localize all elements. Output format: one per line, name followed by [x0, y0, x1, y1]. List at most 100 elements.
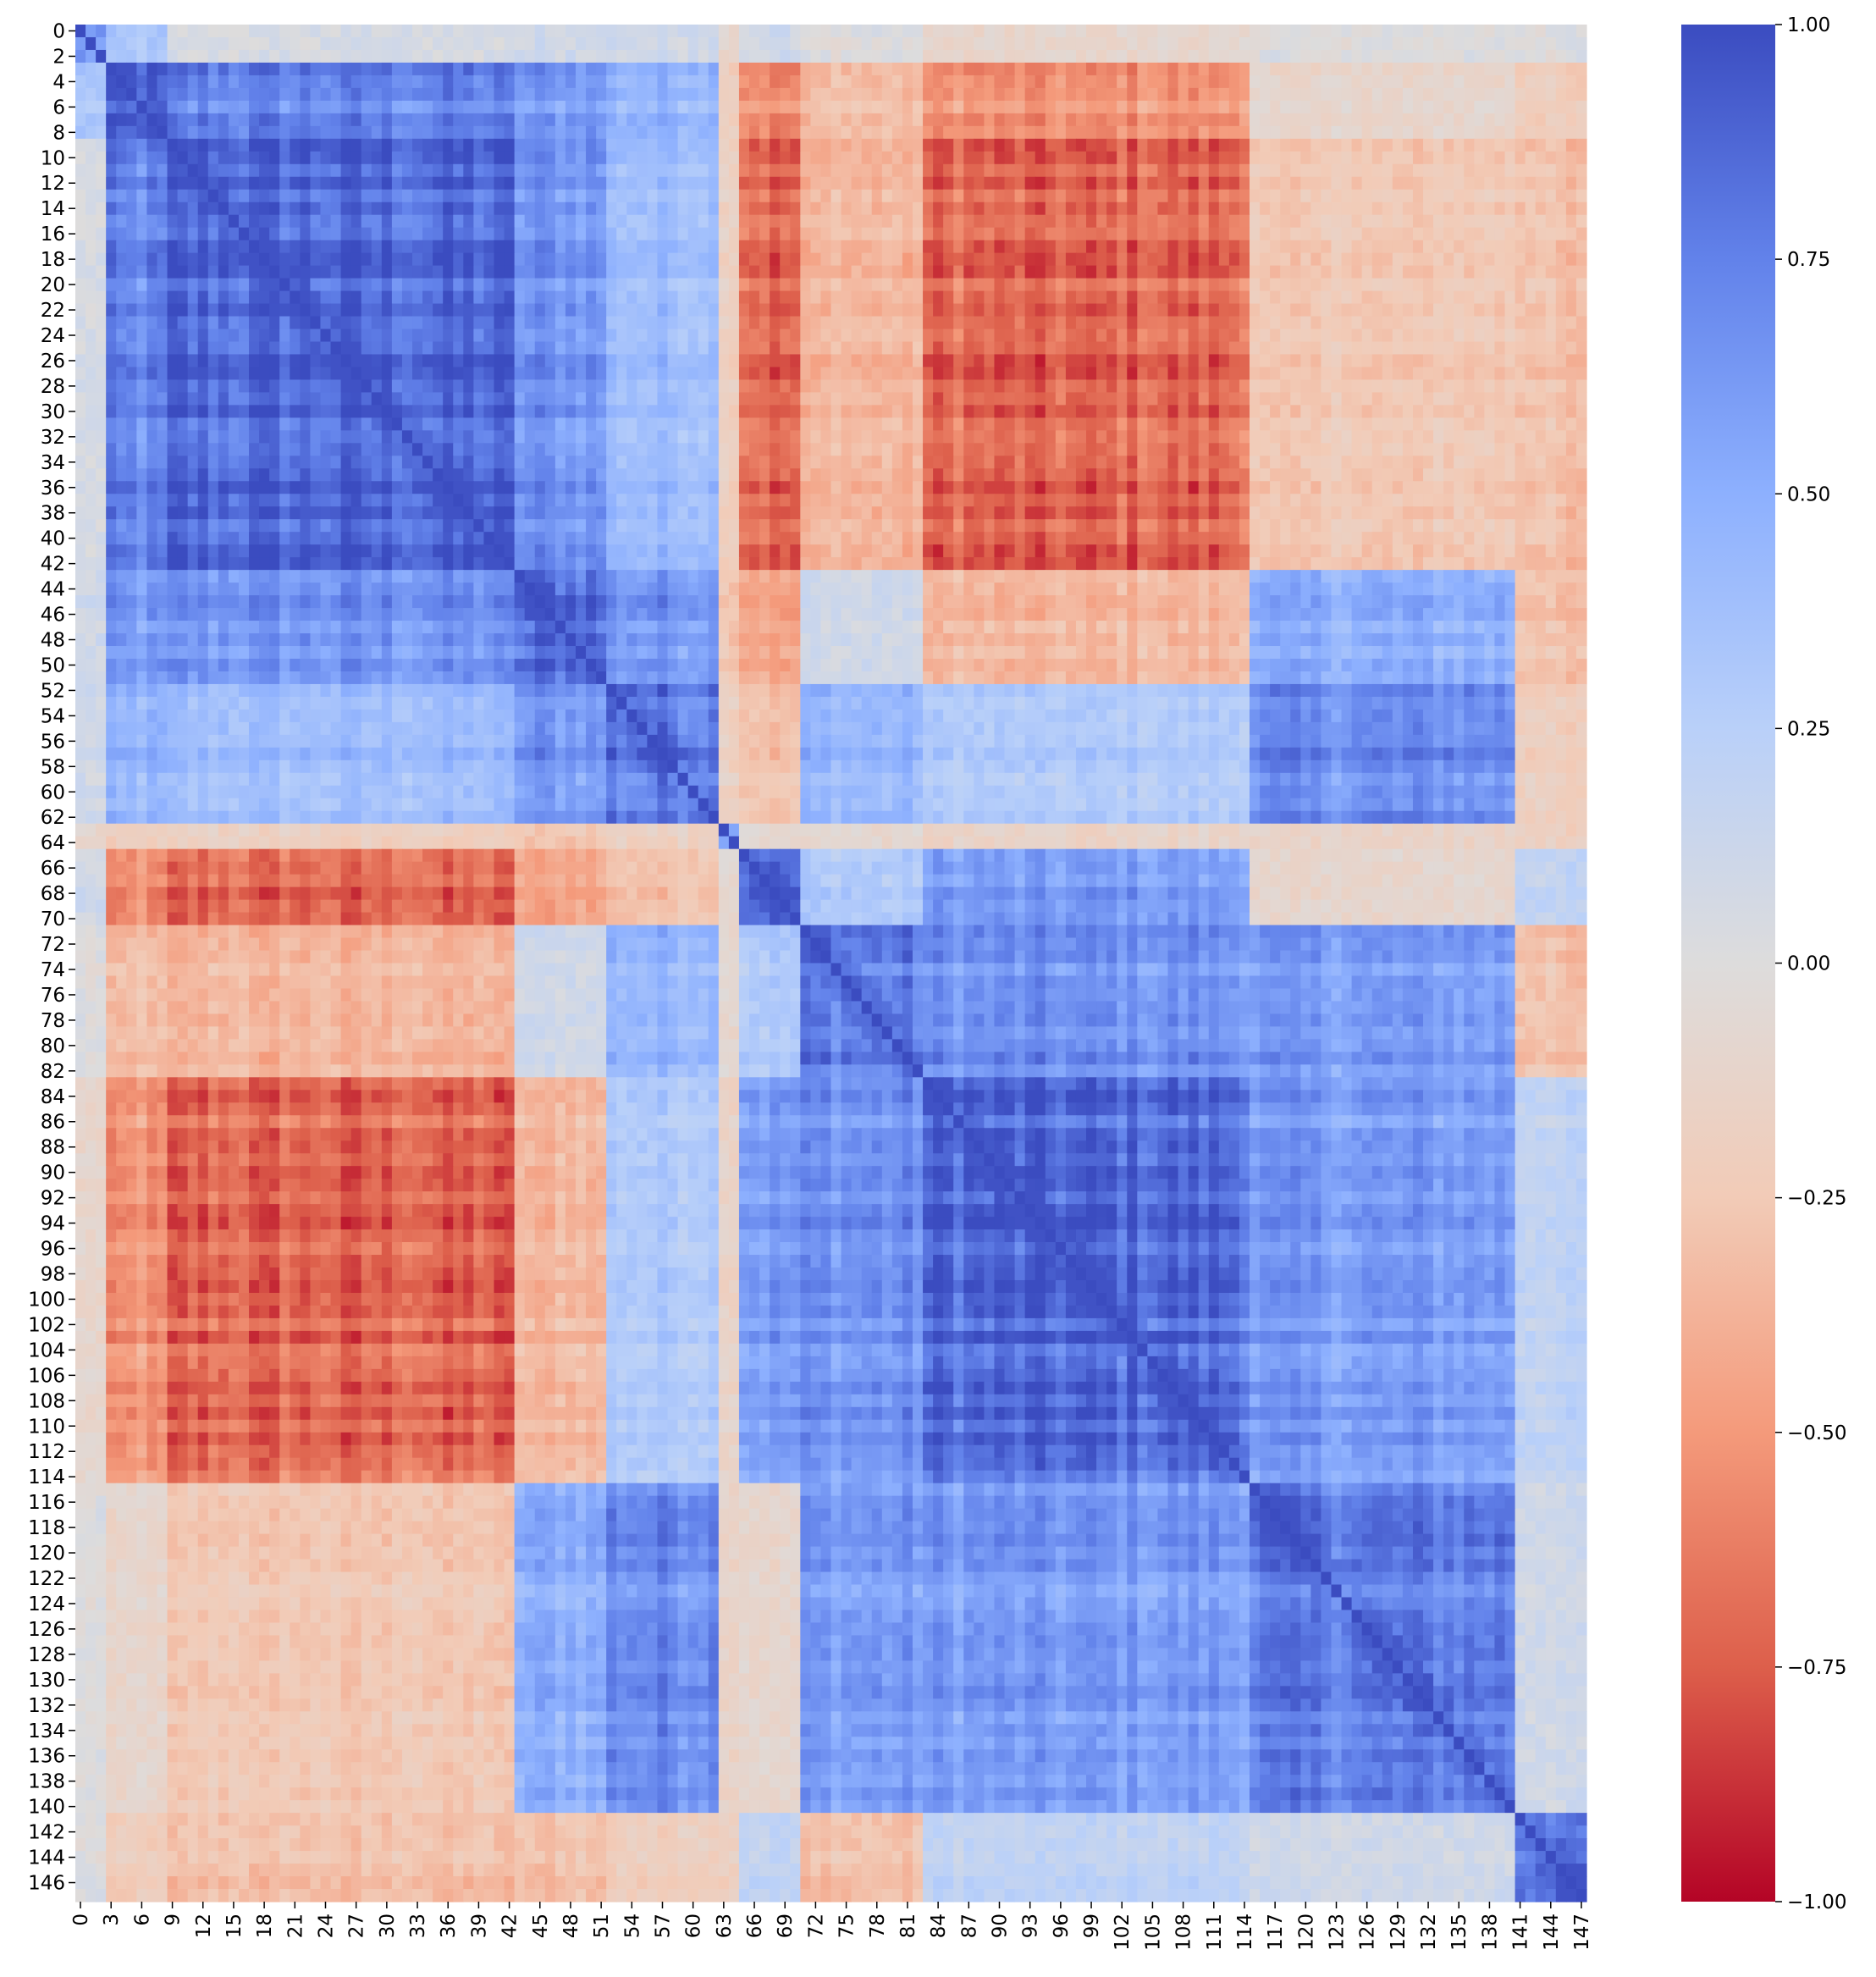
heatmap-cell — [647, 163, 659, 178]
heatmap-cell — [197, 278, 209, 292]
heatmap-cell — [565, 25, 577, 38]
heatmap-cell — [534, 392, 546, 406]
heatmap-cell — [1484, 240, 1496, 254]
heatmap-cell — [1565, 202, 1577, 216]
heatmap-cell — [259, 367, 270, 381]
heatmap-cell — [310, 176, 322, 191]
heatmap-cell — [1412, 125, 1424, 140]
heatmap-cell — [984, 290, 996, 305]
heatmap-cell — [504, 405, 516, 418]
heatmap-cell — [1024, 227, 1036, 241]
heatmap-cell — [96, 303, 107, 318]
heatmap-cell — [1004, 75, 1016, 89]
heatmap-cell — [657, 227, 669, 241]
heatmap-cell — [677, 189, 689, 203]
heatmap-cell — [167, 379, 179, 394]
heatmap-cell — [259, 202, 270, 216]
heatmap-cell — [953, 417, 964, 431]
heatmap-cell — [218, 214, 229, 229]
heatmap-cell — [1443, 341, 1454, 356]
heatmap-cell — [1331, 49, 1343, 64]
heatmap-cell — [555, 75, 566, 89]
heatmap-cell — [637, 354, 648, 368]
heatmap-cell — [177, 367, 189, 381]
heatmap-cell — [544, 316, 556, 330]
heatmap-cell — [1086, 125, 1097, 140]
heatmap-cell — [933, 341, 944, 356]
heatmap-cell — [1004, 49, 1016, 64]
heatmap-cell — [902, 265, 913, 279]
heatmap-cell — [350, 290, 362, 305]
heatmap-cell — [1382, 163, 1393, 178]
heatmap-cell — [1178, 87, 1189, 102]
heatmap-cell — [1075, 138, 1087, 152]
heatmap-cell — [974, 163, 985, 178]
heatmap-cell — [1321, 392, 1333, 406]
heatmap-cell — [1525, 240, 1537, 254]
heatmap-cell — [443, 252, 454, 267]
heatmap-cell — [963, 405, 974, 418]
heatmap-cell — [1055, 379, 1067, 394]
heatmap-cell — [912, 151, 924, 165]
heatmap-cell — [687, 189, 699, 203]
heatmap-cell — [1454, 75, 1465, 89]
heatmap-cell — [1300, 49, 1311, 64]
heatmap-cell — [1086, 252, 1097, 267]
heatmap-cell — [1260, 151, 1271, 165]
heatmap-cell — [1249, 75, 1261, 89]
heatmap-cell — [790, 278, 801, 292]
heatmap-cell — [1117, 417, 1128, 431]
heatmap-cell — [1575, 202, 1587, 216]
heatmap-cell — [1137, 316, 1148, 330]
heatmap-cell — [933, 290, 944, 305]
heatmap-cell — [279, 125, 290, 140]
heatmap-cell — [677, 278, 689, 292]
heatmap-cell — [524, 151, 536, 165]
heatmap-cell — [596, 202, 607, 216]
heatmap-cell — [391, 303, 403, 318]
heatmap-cell — [443, 151, 454, 165]
heatmap-cell — [677, 265, 689, 279]
heatmap-cell — [1106, 392, 1117, 406]
heatmap-cell — [86, 379, 97, 394]
heatmap-cell — [1535, 430, 1547, 444]
heatmap-cell — [923, 113, 934, 127]
heatmap-cell — [1382, 62, 1393, 76]
heatmap-cell — [1300, 379, 1311, 394]
heatmap-cell — [544, 36, 556, 51]
heatmap-cell — [749, 252, 760, 267]
heatmap-cell — [820, 214, 832, 229]
heatmap-cell — [800, 189, 811, 203]
heatmap-cell — [463, 214, 474, 229]
heatmap-cell — [923, 443, 934, 456]
heatmap-cell — [1474, 417, 1485, 431]
heatmap-cell — [851, 265, 863, 279]
heatmap-cell — [1086, 87, 1097, 102]
heatmap-cell — [218, 49, 229, 64]
heatmap-cell — [974, 138, 985, 152]
heatmap-cell — [841, 392, 852, 406]
heatmap-cell — [881, 87, 893, 102]
heatmap-cell — [290, 75, 301, 89]
heatmap-cell — [249, 316, 260, 330]
heatmap-cell — [106, 36, 117, 51]
heatmap-cell — [146, 189, 158, 203]
heatmap-cell — [1290, 87, 1301, 102]
heatmap-cell — [207, 202, 219, 216]
heatmap-cell — [718, 443, 730, 456]
heatmap-cell — [902, 341, 913, 356]
heatmap-cell — [738, 189, 750, 203]
heatmap-cell — [524, 303, 536, 318]
heatmap-cell — [1545, 49, 1557, 64]
heatmap-cell — [96, 100, 107, 114]
heatmap-cell — [371, 100, 383, 114]
heatmap-cell — [963, 36, 974, 51]
heatmap-cell — [269, 163, 280, 178]
heatmap-cell — [86, 125, 97, 140]
heatmap-cell — [269, 113, 280, 127]
heatmap-cell — [412, 75, 423, 89]
heatmap-cell — [1464, 100, 1475, 114]
heatmap-cell — [279, 303, 290, 318]
heatmap-cell — [1341, 100, 1353, 114]
heatmap-cell — [483, 341, 495, 356]
